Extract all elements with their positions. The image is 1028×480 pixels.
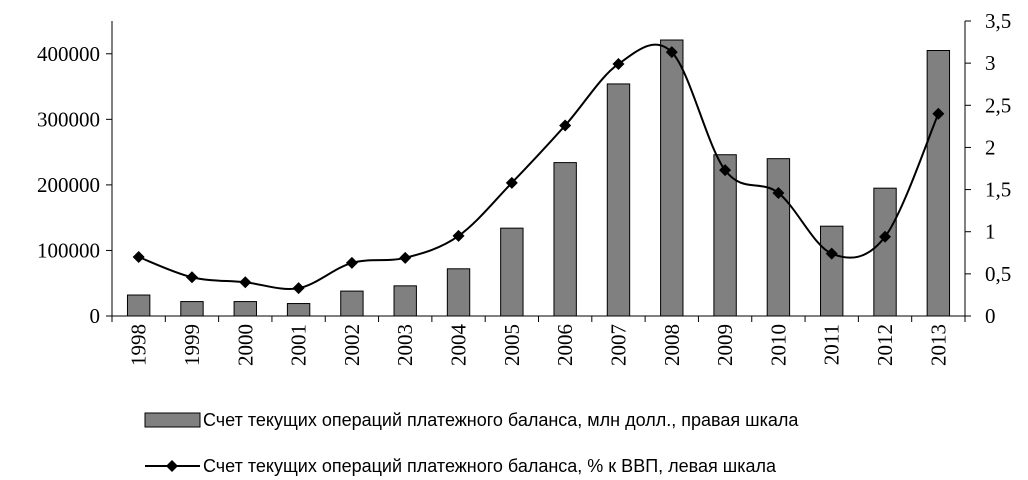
- marker: [612, 57, 625, 70]
- bar: [180, 301, 204, 317]
- y2-tick-label: 0: [985, 304, 996, 328]
- marker: [185, 271, 198, 284]
- bar: [606, 83, 631, 317]
- bar: [553, 162, 577, 317]
- x-tick-label: 2002: [340, 324, 364, 366]
- x-tick-label: 2005: [500, 324, 524, 366]
- bar: [873, 187, 897, 317]
- marker: [239, 276, 252, 289]
- marker: [825, 247, 838, 260]
- bar: [766, 158, 791, 317]
- x-tick-label: 2009: [713, 324, 737, 366]
- x-tick-label: 2007: [606, 324, 630, 366]
- marker: [345, 256, 358, 269]
- y-tick-label: 0: [90, 304, 101, 328]
- legend-label: Счет текущих операций платежного баланса…: [203, 410, 799, 430]
- y-tick-label: 400000: [37, 42, 100, 66]
- x-tick-label: 2006: [553, 324, 577, 366]
- x-tick-label: 1998: [127, 324, 151, 366]
- bar: [660, 39, 684, 317]
- y2-tick-label: 1,5: [985, 178, 1011, 202]
- y2-tick-label: 2,5: [985, 93, 1011, 117]
- legend-marker: [166, 460, 178, 472]
- y2-tick-label: 0,5: [985, 262, 1011, 286]
- bar: [286, 303, 311, 317]
- marker: [772, 186, 785, 199]
- bar: [713, 154, 737, 317]
- x-tick-label: 2012: [873, 324, 897, 366]
- y-tick-label: 200000: [37, 173, 100, 197]
- bar: [820, 225, 844, 317]
- legend-label: Счет текущих операций платежного баланса…: [203, 456, 777, 476]
- marker: [452, 229, 465, 242]
- y-tick-label: 100000: [37, 238, 100, 262]
- x-tick-label: 2003: [393, 324, 417, 366]
- bar: [446, 268, 471, 317]
- x-tick-label: 2000: [233, 324, 257, 366]
- marker: [665, 46, 678, 59]
- marker: [399, 251, 412, 264]
- x-tick-label: 1999: [180, 324, 204, 366]
- y2-tick-label: 3,5: [985, 9, 1011, 33]
- x-tick-label: 2001: [287, 324, 311, 366]
- marker: [292, 282, 305, 295]
- x-tick-label: 2010: [766, 324, 790, 366]
- y2-tick-label: 3: [985, 51, 996, 75]
- x-tick-label: 2008: [660, 324, 684, 366]
- marker: [559, 119, 572, 132]
- bar: [126, 294, 151, 317]
- marker: [505, 176, 518, 189]
- y-tick-label: 300000: [37, 107, 100, 131]
- bar: [926, 50, 951, 317]
- bar: [340, 290, 364, 317]
- bar: [393, 285, 417, 317]
- marker: [132, 251, 145, 263]
- x-tick-label: 2011: [820, 324, 844, 365]
- marker: [719, 164, 732, 177]
- y2-tick-label: 1: [985, 220, 996, 244]
- legend-swatch: [144, 412, 201, 428]
- x-tick-label: 2013: [926, 324, 950, 366]
- y2-tick-label: 2: [985, 135, 996, 159]
- line: [138, 43, 940, 290]
- bar: [500, 227, 524, 317]
- marker: [879, 230, 892, 243]
- bar: [233, 301, 257, 317]
- x-tick-label: 2004: [447, 324, 471, 367]
- marker: [932, 107, 945, 120]
